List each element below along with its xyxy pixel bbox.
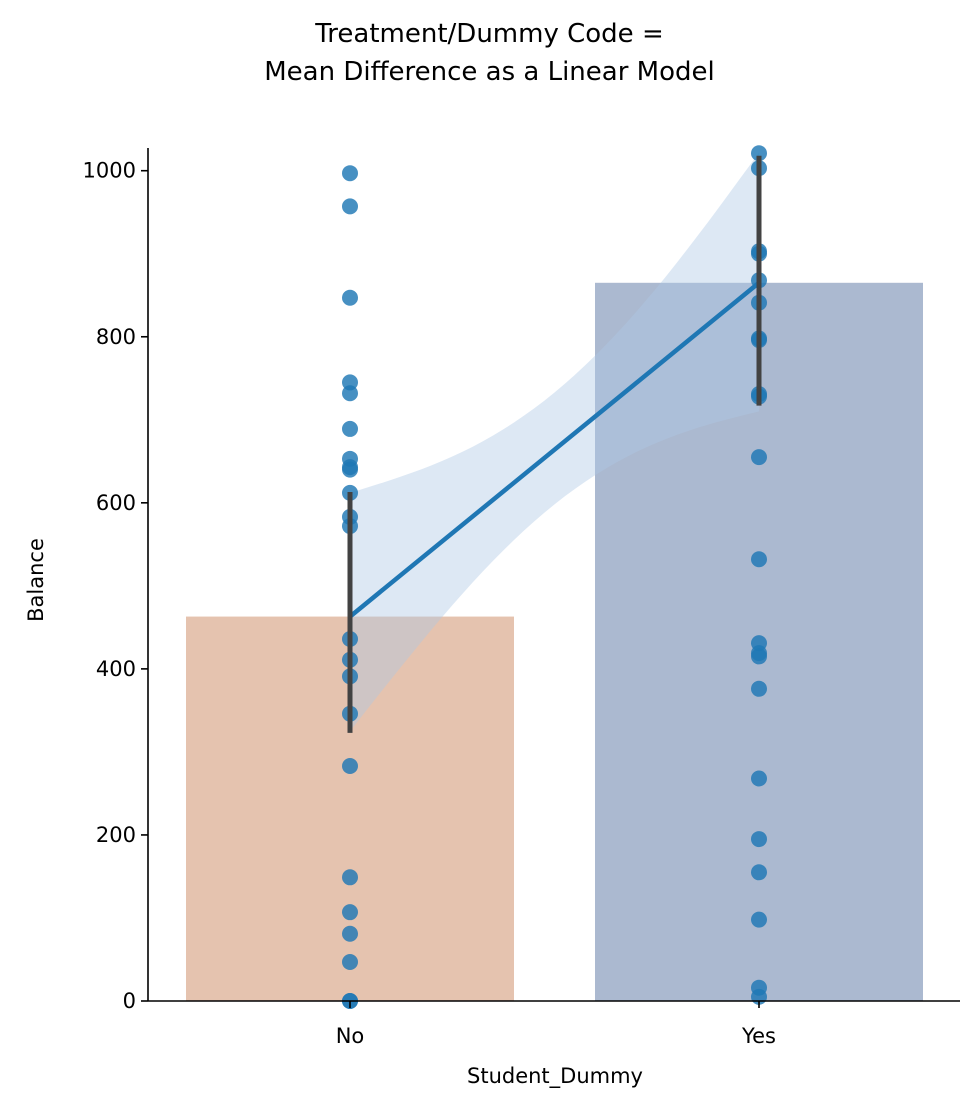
points-layer bbox=[342, 145, 767, 1009]
y-tick-label: 1000 bbox=[83, 159, 136, 183]
data-point-no bbox=[342, 904, 358, 921]
confidence-band bbox=[350, 152, 759, 732]
x-tick-label: Yes bbox=[741, 1024, 776, 1048]
y-axis-label: Balance bbox=[24, 538, 48, 622]
y-tick-label: 0 bbox=[123, 989, 136, 1013]
confidence-band-layer bbox=[350, 152, 759, 732]
data-point-no bbox=[342, 925, 358, 942]
data-point-yes bbox=[751, 449, 767, 466]
data-point-no bbox=[342, 953, 358, 970]
axes-layer: 0 200 400 600 800 1000 No Yes bbox=[83, 148, 960, 1048]
error-bars-layer bbox=[347, 155, 762, 733]
data-point-no bbox=[342, 289, 358, 306]
data-point-no bbox=[342, 758, 358, 775]
regression-line bbox=[347, 280, 762, 619]
y-tick-label: 400 bbox=[96, 657, 136, 681]
data-point-yes bbox=[751, 648, 767, 665]
data-point-no bbox=[342, 385, 358, 402]
y-tick-label: 200 bbox=[96, 823, 136, 847]
data-point-yes bbox=[751, 551, 767, 568]
y-tick-label: 800 bbox=[96, 325, 136, 349]
data-point-no bbox=[342, 198, 358, 215]
data-point-yes bbox=[751, 831, 767, 848]
data-point-no bbox=[342, 165, 358, 182]
data-point-yes bbox=[751, 864, 767, 881]
data-point-no bbox=[342, 869, 358, 886]
data-point-no bbox=[342, 420, 358, 437]
data-point-yes bbox=[751, 680, 767, 697]
chart-title-line-1: Treatment/Dummy Code = bbox=[315, 19, 664, 49]
bars-layer bbox=[186, 282, 923, 1001]
data-point-yes bbox=[751, 145, 767, 162]
data-point-no bbox=[342, 461, 358, 478]
x-axis-label: Student_Dummy bbox=[467, 1064, 643, 1089]
chart-title-line-2: Mean Difference as a Linear Model bbox=[264, 57, 715, 87]
x-tick-label: No bbox=[336, 1024, 365, 1048]
data-point-yes bbox=[751, 770, 767, 787]
regression-line-layer bbox=[347, 280, 762, 619]
data-point-yes bbox=[751, 911, 767, 928]
y-tick-label: 600 bbox=[96, 491, 136, 515]
